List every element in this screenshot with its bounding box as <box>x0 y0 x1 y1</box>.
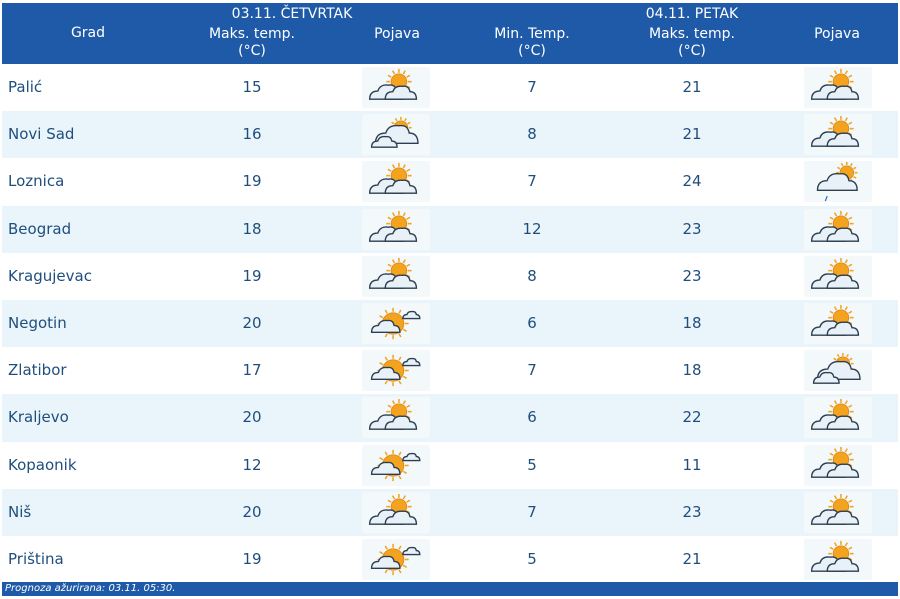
partly-cloudy-icon <box>362 397 430 439</box>
partly-cloudy-icon <box>804 444 872 486</box>
day2-max-temp-header: Maks. temp. (°C) <box>627 26 757 60</box>
table-row: Kopaonik 12 5 11 <box>2 442 898 489</box>
table-row: Kragujevac 19 8 23 <box>2 253 898 300</box>
day2-min-temp: 6 <box>527 313 537 332</box>
partly-cloudy-icon <box>362 491 430 533</box>
day2-max-temp: 24 <box>682 172 702 191</box>
partly-cloudy-icon <box>804 255 872 297</box>
day2-min-temp: 6 <box>527 408 537 427</box>
day2-min-temp: 7 <box>527 502 537 521</box>
city-name: Priština <box>8 549 64 568</box>
day2-min-temp: 7 <box>527 172 537 191</box>
day2-max-temp: 23 <box>682 502 702 521</box>
partly-cloudy-icon <box>804 114 872 156</box>
day1-max-temp: 20 <box>242 313 262 332</box>
day1-icon-header: Pojava <box>374 26 420 42</box>
day1-max-temp: 19 <box>242 172 262 191</box>
day2-min-temp-header: Min. Temp. (°C) <box>467 26 597 60</box>
day2-max-temp: 18 <box>682 361 702 380</box>
day1-max-temp: 12 <box>242 455 262 474</box>
day1-max-temp: 19 <box>242 266 262 285</box>
day1-max-temp-label: Maks. temp. <box>208 26 296 42</box>
day2-max-temp: 11 <box>682 455 702 474</box>
day2-icon-header: Pojava <box>814 26 860 42</box>
forecast-table: Grad 03.11. ČETVRTAK Maks. temp. (°C) Po… <box>2 3 898 583</box>
table-row: Novi Sad 16 8 21 <box>2 111 898 159</box>
cloudy-light-rain-icon <box>804 161 872 203</box>
partly-cloudy-icon <box>804 67 872 108</box>
day2-min-temp-label: Min. Temp. <box>494 26 570 42</box>
day1-max-temp: 16 <box>242 125 262 144</box>
partly-cloudy-icon <box>804 208 872 250</box>
day2-min-temp: 5 <box>527 455 537 474</box>
day2-min-temp: 7 <box>527 78 537 96</box>
mostly-cloudy-icon <box>804 350 872 392</box>
partly-cloudy-icon <box>804 538 872 580</box>
day2-min-temp: 5 <box>527 549 537 568</box>
update-footer: Prognoza ažurirana: 03.11. 05:30. <box>2 582 898 596</box>
city-name: Beograd <box>8 219 72 238</box>
city-name: Kragujevac <box>8 266 92 285</box>
day1-max-temp-header: Maks. temp. (°C) <box>187 26 317 60</box>
day2-max-temp: 18 <box>682 313 702 332</box>
city-name: Palić <box>8 78 43 96</box>
table-row: Zlatibor 17 7 18 <box>2 347 898 394</box>
day1-max-temp: 18 <box>242 219 262 238</box>
day2-max-temp: 21 <box>682 78 702 96</box>
city-name: Zlatibor <box>8 361 67 380</box>
day1-max-temp: 20 <box>242 502 262 521</box>
day1-max-temp-unit: (°C) <box>238 43 266 59</box>
day2-max-temp: 23 <box>682 219 702 238</box>
day2-max-temp: 21 <box>682 549 702 568</box>
partly-cloudy-icon <box>362 255 430 297</box>
city-name: Negotin <box>8 313 67 332</box>
day2-min-temp: 12 <box>522 219 542 238</box>
day1-max-temp: 17 <box>242 361 262 380</box>
partly-cloudy-icon <box>804 397 872 439</box>
day2-min-temp-unit: (°C) <box>518 43 546 59</box>
city-column-header: Grad <box>70 25 106 41</box>
table-row: Priština 19 5 21 <box>2 536 898 583</box>
table-body: Palić 15 7 21 Novi Sad 16 8 21 Loznica 1… <box>2 64 898 583</box>
day2-min-temp: 8 <box>527 125 537 144</box>
city-name: Novi Sad <box>8 125 75 144</box>
partly-cloudy-icon <box>362 67 430 108</box>
city-name: Kraljevo <box>8 408 69 427</box>
partly-cloudy-icon <box>804 491 872 533</box>
table-header: Grad 03.11. ČETVRTAK Maks. temp. (°C) Po… <box>2 3 898 64</box>
city-name: Kopaonik <box>8 455 77 474</box>
table-row: Negotin 20 6 18 <box>2 299 898 348</box>
day2-max-temp-unit: (°C) <box>678 43 706 59</box>
day2-min-temp: 7 <box>527 361 537 380</box>
day2-max-temp-label: Maks. temp. <box>648 26 736 42</box>
partly-cloudy-icon <box>804 302 872 344</box>
update-text: Prognoza ažurirana: 03.11. 05:30. <box>5 583 176 594</box>
sunny-small-cloud-icon <box>362 444 430 486</box>
sunny-small-cloud-icon <box>362 350 430 392</box>
table-row: Kraljevo 20 6 22 <box>2 394 898 442</box>
sunny-small-cloud-icon <box>362 302 430 344</box>
table-row: Loznica 19 7 24 <box>2 158 898 205</box>
partly-cloudy-icon <box>362 208 430 250</box>
day1-max-temp: 15 <box>242 78 262 96</box>
city-name: Niš <box>8 502 32 521</box>
day1-max-temp: 20 <box>242 408 262 427</box>
table-row: Palić 15 7 21 <box>2 64 898 111</box>
day2-min-temp: 8 <box>527 266 537 285</box>
day1-max-temp: 19 <box>242 549 262 568</box>
table-row: Beograd 18 12 23 <box>2 205 898 253</box>
day2-max-temp: 22 <box>682 408 702 427</box>
day2-date-header: 04.11. PETAK <box>645 6 739 22</box>
city-name: Loznica <box>8 172 65 191</box>
sunny-small-cloud-icon <box>362 538 430 580</box>
mostly-cloudy-icon <box>362 114 430 156</box>
partly-cloudy-icon <box>362 161 430 203</box>
day2-max-temp: 21 <box>682 125 702 144</box>
day1-date-header: 03.11. ČETVRTAK <box>231 6 353 22</box>
table-row: Niš 20 7 23 <box>2 488 898 536</box>
day2-max-temp: 23 <box>682 266 702 285</box>
